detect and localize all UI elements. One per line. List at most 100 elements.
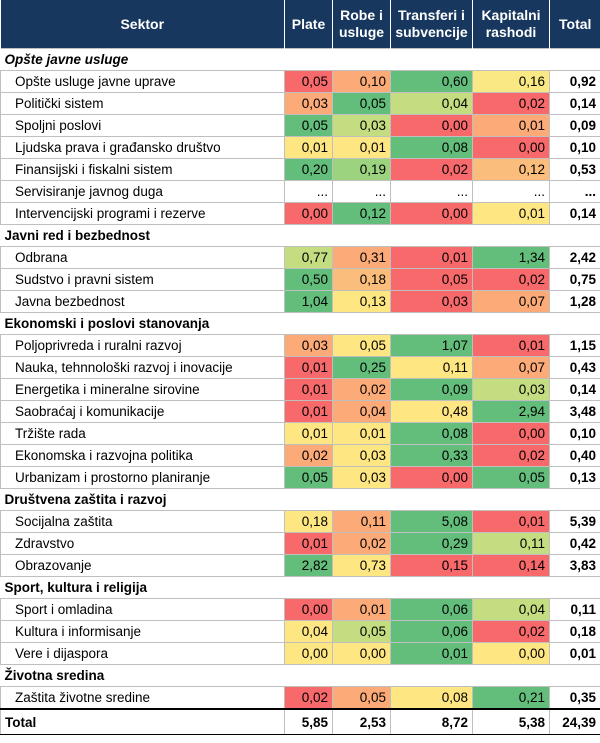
value-cell: 0,50 — [284, 268, 333, 291]
row-label: Politički sistem — [0, 92, 285, 115]
value-cell: 0,02 — [332, 532, 391, 555]
value-cell: 0,05 — [284, 70, 333, 93]
section-row: Društvena zaštita i razvoj — [0, 488, 600, 511]
value-cell: 0,01 — [332, 598, 391, 621]
table-row: Saobraćaj i komunikacije 0,01 0,04 0,48 2,94… — [0, 400, 600, 423]
row-total: 0,92 — [549, 70, 600, 93]
section-row: Javni red i bezbednost — [0, 224, 600, 247]
value-cell: 0,05 — [284, 114, 333, 137]
row-total: 3,48 — [549, 400, 600, 423]
section-title: Ekonomski i poslovi stanovanja — [0, 312, 600, 335]
value-cell: 0,11 — [332, 510, 391, 533]
value-cell: 0,01 — [284, 422, 333, 445]
section-row: Životna sredina — [0, 664, 600, 687]
table-row: Odbrana 0,77 0,31 0,01 1,34 2,42 — [0, 246, 600, 269]
value-cell: 1,04 — [284, 290, 333, 313]
row-label: Spoljni poslovi — [0, 114, 285, 137]
value-cell: 0,05 — [472, 466, 550, 489]
header-total: Total — [549, 0, 600, 49]
value-cell: 0,01 — [472, 334, 550, 357]
value-cell: 0,25 — [332, 356, 391, 379]
header-plate: Plate — [284, 0, 333, 49]
table-row: Energetika i mineralne sirovine 0,01 0,02 0… — [0, 378, 600, 401]
table-row: Ekonomska i razvojna politika 0,02 0,03 0,3… — [0, 444, 600, 467]
grand-total-value: 5,85 — [284, 708, 333, 735]
row-total: 0,43 — [549, 356, 600, 379]
value-cell: 0,10 — [332, 70, 391, 93]
row-total: 0,14 — [549, 92, 600, 115]
value-cell: 0,00 — [472, 642, 550, 665]
header-kapitalni: Kapitalni rashodi — [472, 0, 550, 49]
value-cell: 0,03 — [284, 92, 333, 115]
value-cell: ... — [472, 180, 550, 203]
value-cell: 0,05 — [390, 268, 473, 291]
row-total: 0,40 — [549, 444, 600, 467]
header-transferi: Transferi i subvencije — [390, 0, 473, 49]
value-cell: 0,00 — [284, 642, 333, 665]
header-sektor: Sektor — [0, 0, 285, 49]
section-title: Opšte javne usluge — [0, 48, 600, 71]
value-cell: 0,02 — [472, 620, 550, 643]
value-cell: 2,94 — [472, 400, 550, 423]
value-cell: 0,00 — [284, 598, 333, 621]
row-total: 0,11 — [549, 598, 600, 621]
value-cell: 0,77 — [284, 246, 333, 269]
value-cell: 0,12 — [472, 158, 550, 181]
row-label: Finansijski i fiskalni sistem — [0, 158, 285, 181]
value-cell: 0,20 — [284, 158, 333, 181]
table-row: Poljoprivreda i ruralni razvoj 0,03 0,05 1,… — [0, 334, 600, 357]
value-cell: 0,18 — [284, 510, 333, 533]
table-body: Opšte javne usluge Opšte usluge javne upr… — [0, 48, 600, 735]
row-total: 1,15 — [549, 334, 600, 357]
value-cell: 0,05 — [332, 686, 391, 710]
value-cell: 0,01 — [284, 136, 333, 159]
row-total: 3,83 — [549, 554, 600, 577]
value-cell: ... — [332, 180, 391, 203]
row-label: Opšte usluge javne uprave — [0, 70, 285, 93]
value-cell: 0,05 — [284, 466, 333, 489]
table-row: Sudstvo i pravni sistem 0,50 0,18 0,05 0,02 0… — [0, 268, 600, 291]
value-cell: 0,05 — [332, 92, 391, 115]
table-row: Zdravstvo 0,01 0,02 0,29 0,11 0,42 — [0, 532, 600, 555]
row-label: Intervencijski programi i rezerve — [0, 202, 285, 225]
value-cell: 0,00 — [332, 642, 391, 665]
value-cell: 0,01 — [332, 136, 391, 159]
value-cell: 0,02 — [472, 268, 550, 291]
value-cell: 0,02 — [472, 92, 550, 115]
value-cell: 0,01 — [284, 400, 333, 423]
value-cell: 0,00 — [284, 202, 333, 225]
section-row: Ekonomski i poslovi stanovanja — [0, 312, 600, 335]
value-cell: 0,21 — [472, 686, 550, 710]
section-row: Sport, kultura i religija — [0, 576, 600, 599]
row-label: Urbanizam i prostorno planiranje — [0, 466, 285, 489]
value-cell: ... — [284, 180, 333, 203]
row-label: Sport i omladina — [0, 598, 285, 621]
value-cell: 0,11 — [390, 356, 473, 379]
table-row: Intervencijski programi i rezerve 0,00 0,1… — [0, 202, 600, 225]
value-cell: 0,04 — [332, 400, 391, 423]
value-cell: 0,01 — [472, 510, 550, 533]
header-robe: Robe i usluge — [332, 0, 391, 49]
row-total: 0,42 — [549, 532, 600, 555]
table-row: Sport i omladina 0,00 0,01 0,06 0,04 0,11 — [0, 598, 600, 621]
value-cell: 0,06 — [390, 598, 473, 621]
table-row: Kultura i informisanje 0,04 0,05 0,06 0,02 0,… — [0, 620, 600, 643]
value-cell: 0,03 — [390, 290, 473, 313]
header-row: Sektor Plate Robe i usluge Transferi i s… — [0, 0, 600, 49]
row-total: 0,13 — [549, 466, 600, 489]
value-cell: 0,01 — [284, 532, 333, 555]
value-cell: 0,07 — [472, 356, 550, 379]
row-label: Poljoprivreda i ruralni razvoj — [0, 334, 285, 357]
row-total: 0,10 — [549, 136, 600, 159]
value-cell: 0,00 — [390, 466, 473, 489]
value-cell: 0,12 — [332, 202, 391, 225]
value-cell: 0,33 — [390, 444, 473, 467]
table-row: Socijalna zaštita 0,18 0,11 5,08 0,01 5,39 — [0, 510, 600, 533]
value-cell: 0,00 — [472, 136, 550, 159]
value-cell: 0,01 — [284, 356, 333, 379]
value-cell: 0,19 — [332, 158, 391, 181]
value-cell: 0,01 — [332, 422, 391, 445]
table-row: Spoljni poslovi 0,05 0,03 0,00 0,01 0,09 — [0, 114, 600, 137]
value-cell: 0,06 — [390, 620, 473, 643]
value-cell: 0,05 — [332, 620, 391, 643]
